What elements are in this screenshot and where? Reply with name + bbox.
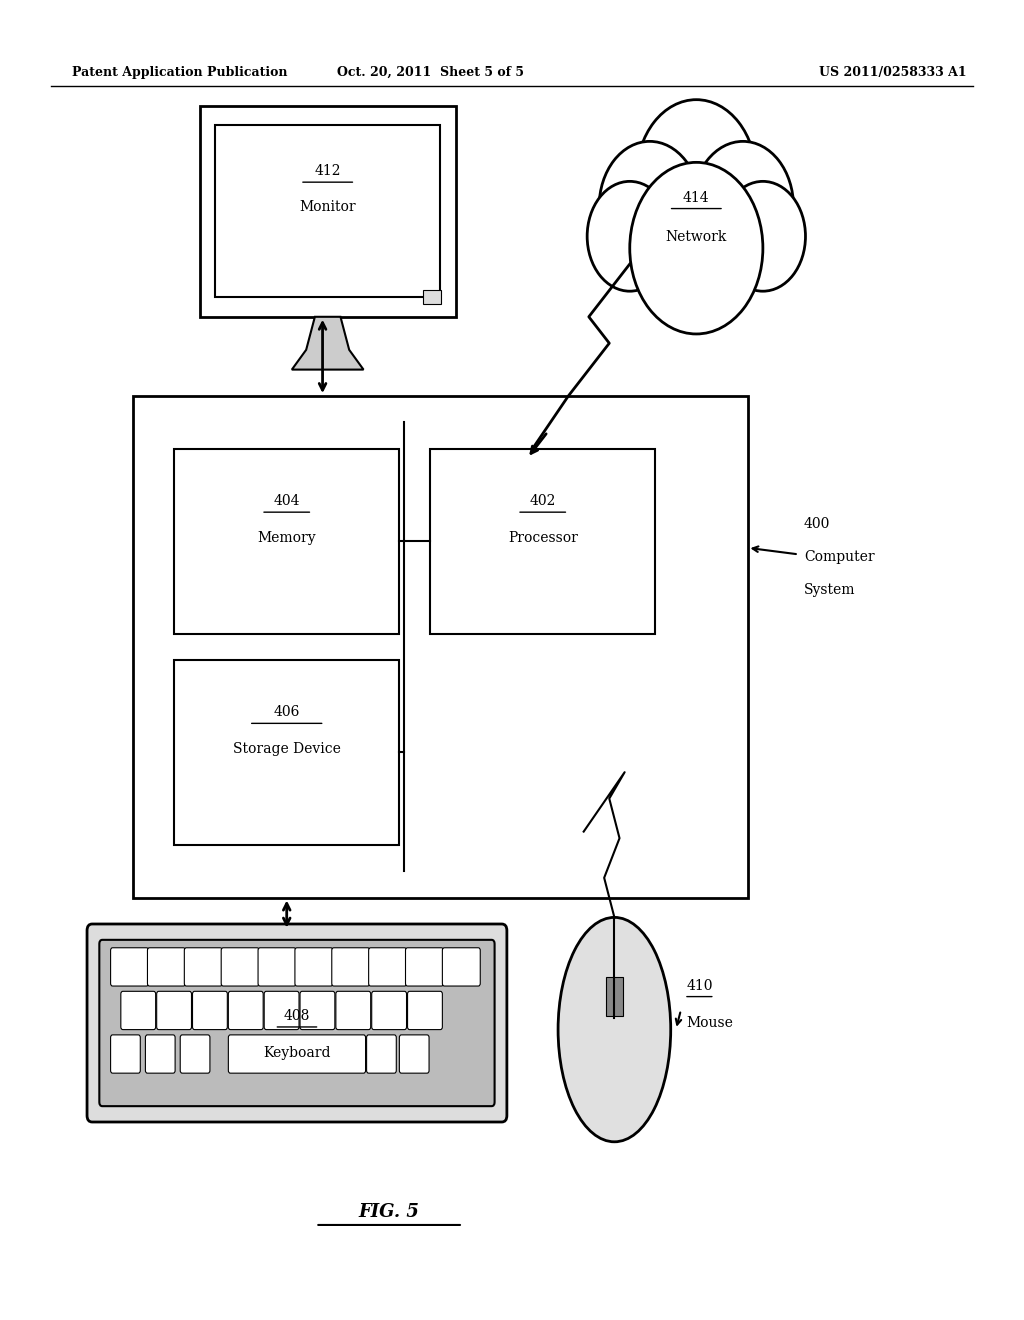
FancyBboxPatch shape (121, 991, 156, 1030)
Bar (430, 449, 655, 634)
Ellipse shape (558, 917, 671, 1142)
FancyBboxPatch shape (367, 1035, 396, 1073)
FancyBboxPatch shape (336, 991, 371, 1030)
Bar (200, 106, 456, 317)
FancyBboxPatch shape (332, 948, 370, 986)
Bar (133, 396, 748, 898)
Text: Processor: Processor (508, 531, 578, 545)
FancyBboxPatch shape (372, 991, 407, 1030)
Circle shape (587, 181, 673, 292)
FancyBboxPatch shape (258, 948, 296, 986)
FancyBboxPatch shape (228, 991, 263, 1030)
Polygon shape (292, 317, 364, 370)
FancyBboxPatch shape (193, 991, 227, 1030)
FancyBboxPatch shape (157, 991, 191, 1030)
Bar (174, 660, 399, 845)
FancyBboxPatch shape (180, 1035, 210, 1073)
Text: Monitor: Monitor (299, 199, 356, 214)
Circle shape (630, 162, 763, 334)
Text: 414: 414 (683, 190, 710, 205)
FancyBboxPatch shape (99, 940, 495, 1106)
Text: FIG. 5: FIG. 5 (358, 1203, 420, 1221)
FancyBboxPatch shape (228, 1035, 366, 1073)
FancyBboxPatch shape (406, 948, 443, 986)
FancyBboxPatch shape (408, 991, 442, 1030)
FancyBboxPatch shape (87, 924, 507, 1122)
FancyBboxPatch shape (111, 1035, 140, 1073)
Circle shape (720, 181, 806, 292)
Text: Oct. 20, 2011  Sheet 5 of 5: Oct. 20, 2011 Sheet 5 of 5 (337, 66, 523, 79)
Text: 410: 410 (686, 978, 713, 993)
Text: 408: 408 (284, 1008, 310, 1023)
FancyBboxPatch shape (145, 1035, 175, 1073)
Text: 404: 404 (273, 494, 300, 508)
Text: Mouse: Mouse (686, 1015, 733, 1030)
FancyBboxPatch shape (184, 948, 222, 986)
FancyBboxPatch shape (300, 991, 335, 1030)
Text: Computer: Computer (804, 549, 874, 564)
FancyBboxPatch shape (147, 948, 185, 986)
Text: US 2011/0258333 A1: US 2011/0258333 A1 (819, 66, 967, 79)
FancyBboxPatch shape (264, 991, 299, 1030)
FancyBboxPatch shape (369, 948, 407, 986)
Text: System: System (804, 582, 855, 597)
Text: 400: 400 (804, 516, 830, 531)
Circle shape (599, 141, 700, 272)
FancyBboxPatch shape (111, 948, 148, 986)
FancyBboxPatch shape (295, 948, 333, 986)
Circle shape (637, 100, 756, 255)
Text: Keyboard: Keyboard (263, 1045, 331, 1060)
FancyBboxPatch shape (221, 948, 259, 986)
Text: Storage Device: Storage Device (232, 742, 341, 756)
Circle shape (692, 141, 794, 272)
Text: Network: Network (666, 230, 727, 244)
Text: Memory: Memory (257, 531, 316, 545)
Bar (215, 125, 440, 297)
Bar (423, 290, 441, 304)
FancyBboxPatch shape (399, 1035, 429, 1073)
Bar (174, 449, 399, 634)
Text: Patent Application Publication: Patent Application Publication (72, 66, 287, 79)
Bar (606, 977, 623, 1016)
Text: 402: 402 (529, 494, 556, 508)
FancyBboxPatch shape (442, 948, 480, 986)
Text: 412: 412 (314, 164, 341, 178)
Text: 406: 406 (273, 705, 300, 719)
